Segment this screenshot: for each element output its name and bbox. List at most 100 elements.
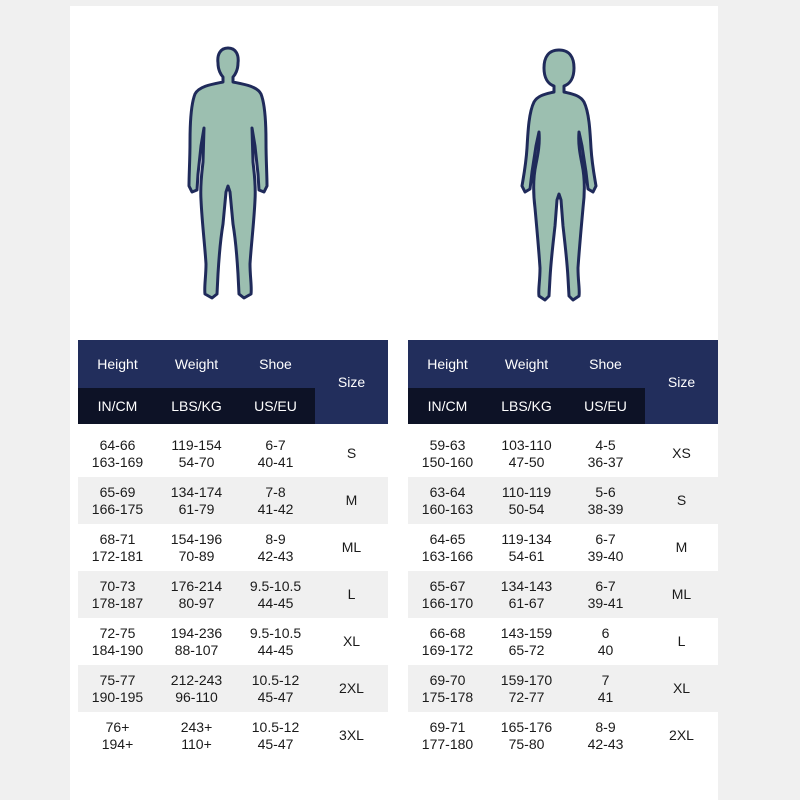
shoe-primary-value: 7 [601, 671, 610, 688]
weight-primary-value: 143-159 [500, 624, 553, 641]
shoe-secondary-value: 45-47 [257, 688, 294, 705]
shoe-secondary-value: 38-39 [587, 500, 624, 517]
shoe-secondary-value: 44-45 [257, 594, 294, 611]
shoe-cell: 7-8 41-42 [236, 477, 315, 524]
weight-cell: 143-159 65-72 [487, 618, 566, 665]
weight-cell: 165-176 75-80 [487, 712, 566, 759]
weight-primary-value: 176-214 [170, 577, 223, 594]
shoe-secondary-value: 44-45 [257, 641, 294, 658]
height-cell: 64-66 163-169 [78, 430, 157, 477]
height-primary-value: 75-77 [99, 671, 136, 688]
shoe-primary-value: 10.5-12 [251, 718, 300, 735]
height-primary-value: 68-71 [99, 530, 136, 547]
height-cell: 64-65 163-166 [408, 524, 487, 571]
women-size-rows: 59-63 150-160 103-110 47-50 4-5 36-37 XS 63-64 1… [408, 430, 718, 759]
weight-secondary-value: 88-107 [174, 641, 219, 658]
size-cell: M [315, 477, 388, 524]
size-cell: L [315, 571, 388, 618]
weight-secondary-value: 72-77 [508, 688, 545, 705]
weight-primary-value: 194-236 [170, 624, 223, 641]
weight-primary-value: 154-196 [170, 530, 223, 547]
shoe-primary-value: 6 [601, 624, 610, 641]
weight-secondary-value: 61-79 [178, 500, 215, 517]
weight-secondary-value: 96-110 [175, 688, 218, 705]
weight-cell: 243+ 110+ [157, 712, 236, 759]
weight-secondary-value: 70-89 [178, 547, 215, 564]
weight-secondary-value: 50-54 [508, 500, 545, 517]
shoe-cell: 5-6 38-39 [566, 477, 645, 524]
shoe-secondary-value: 40-41 [257, 453, 294, 470]
height-cell: 66-68 169-172 [408, 618, 487, 665]
height-cell: 72-75 184-190 [78, 618, 157, 665]
height-primary-value: 65-67 [429, 577, 466, 594]
men-size-rows: 64-66 163-169 119-154 54-70 6-7 40-41 S 65-69 16… [78, 430, 388, 759]
shoe-primary-value: 5-6 [595, 483, 616, 500]
women-size-table: Height Weight Shoe Size IN/CM LBS/KG US/… [408, 340, 718, 759]
size-cell: S [315, 430, 388, 477]
table-row: 69-71 177-180 165-176 75-80 8-9 42-43 2XL [408, 712, 718, 759]
shoe-primary-value: 9.5-10.5 [249, 577, 302, 594]
height-primary-value: 72-75 [99, 624, 136, 641]
height-header: Height [408, 340, 487, 388]
height-cell: 59-63 150-160 [408, 430, 487, 477]
weight-cell: 134-174 61-79 [157, 477, 236, 524]
shoe-cell: 7 41 [566, 665, 645, 712]
height-primary-value: 64-66 [99, 436, 136, 453]
height-primary-value: 63-64 [429, 483, 466, 500]
shoe-secondary-value: 39-41 [587, 594, 624, 611]
weight-cell: 194-236 88-107 [157, 618, 236, 665]
weight-cell: 110-119 50-54 [487, 477, 566, 524]
shoe-primary-value: 9.5-10.5 [249, 624, 302, 641]
weight-secondary-value: 75-80 [508, 735, 545, 752]
height-secondary-value: 160-163 [421, 500, 474, 517]
shoe-cell: 10.5-12 45-47 [236, 665, 315, 712]
weight-primary-value: 110-119 [501, 483, 552, 500]
height-cell: 70-73 178-187 [78, 571, 157, 618]
size-header: Size [315, 340, 388, 424]
height-secondary-value: 190-195 [91, 688, 144, 705]
shoe-secondary-value: 41 [597, 688, 614, 705]
table-row: 64-66 163-169 119-154 54-70 6-7 40-41 S [78, 430, 388, 477]
height-secondary-value: 163-166 [421, 547, 474, 564]
height-primary-value: 70-73 [99, 577, 136, 594]
size-cell: M [645, 524, 718, 571]
weight-header: Weight [157, 340, 236, 388]
shoe-primary-value: 6-7 [595, 577, 616, 594]
weight-header: Weight [487, 340, 566, 388]
height-primary-value: 69-70 [429, 671, 466, 688]
table-row: 65-69 166-175 134-174 61-79 7-8 41-42 M [78, 477, 388, 524]
shoe-primary-value: 6-7 [595, 530, 616, 547]
height-secondary-value: 177-180 [421, 735, 474, 752]
table-row: 76+ 194+ 243+ 110+ 10.5-12 45-47 3XL [78, 712, 388, 759]
height-cell: 75-77 190-195 [78, 665, 157, 712]
weight-cell: 159-170 72-77 [487, 665, 566, 712]
weight-primary-value: 103-110 [501, 436, 552, 453]
size-cell: XL [645, 665, 718, 712]
weight-primary-value: 119-154 [171, 436, 222, 453]
height-cell: 69-71 177-180 [408, 712, 487, 759]
weight-primary-value: 159-170 [500, 671, 553, 688]
height-secondary-value: 150-160 [421, 453, 474, 470]
table-row: 66-68 169-172 143-159 65-72 6 40 L [408, 618, 718, 665]
weight-unit-header: LBS/KG [157, 388, 236, 424]
shoe-unit-header: US/EU [566, 388, 645, 424]
weight-secondary-value: 54-70 [178, 453, 215, 470]
weight-cell: 154-196 70-89 [157, 524, 236, 571]
table-row: 63-64 160-163 110-119 50-54 5-6 38-39 S [408, 477, 718, 524]
weight-cell: 119-154 54-70 [157, 430, 236, 477]
height-secondary-value: 163-169 [91, 453, 144, 470]
weight-primary-value: 243+ [180, 718, 213, 735]
height-cell: 65-67 166-170 [408, 571, 487, 618]
female-body-figure [514, 46, 604, 304]
weight-secondary-value: 65-72 [508, 641, 545, 658]
height-secondary-value: 169-172 [421, 641, 474, 658]
size-cell: XS [645, 430, 718, 477]
shoe-secondary-value: 42-43 [587, 735, 624, 752]
shoe-header: Shoe [236, 340, 315, 388]
height-secondary-value: 178-187 [91, 594, 144, 611]
height-header: Height [78, 340, 157, 388]
shoe-cell: 6-7 39-41 [566, 571, 645, 618]
size-cell: S [645, 477, 718, 524]
height-unit-header: IN/CM [78, 388, 157, 424]
height-cell: 69-70 175-178 [408, 665, 487, 712]
